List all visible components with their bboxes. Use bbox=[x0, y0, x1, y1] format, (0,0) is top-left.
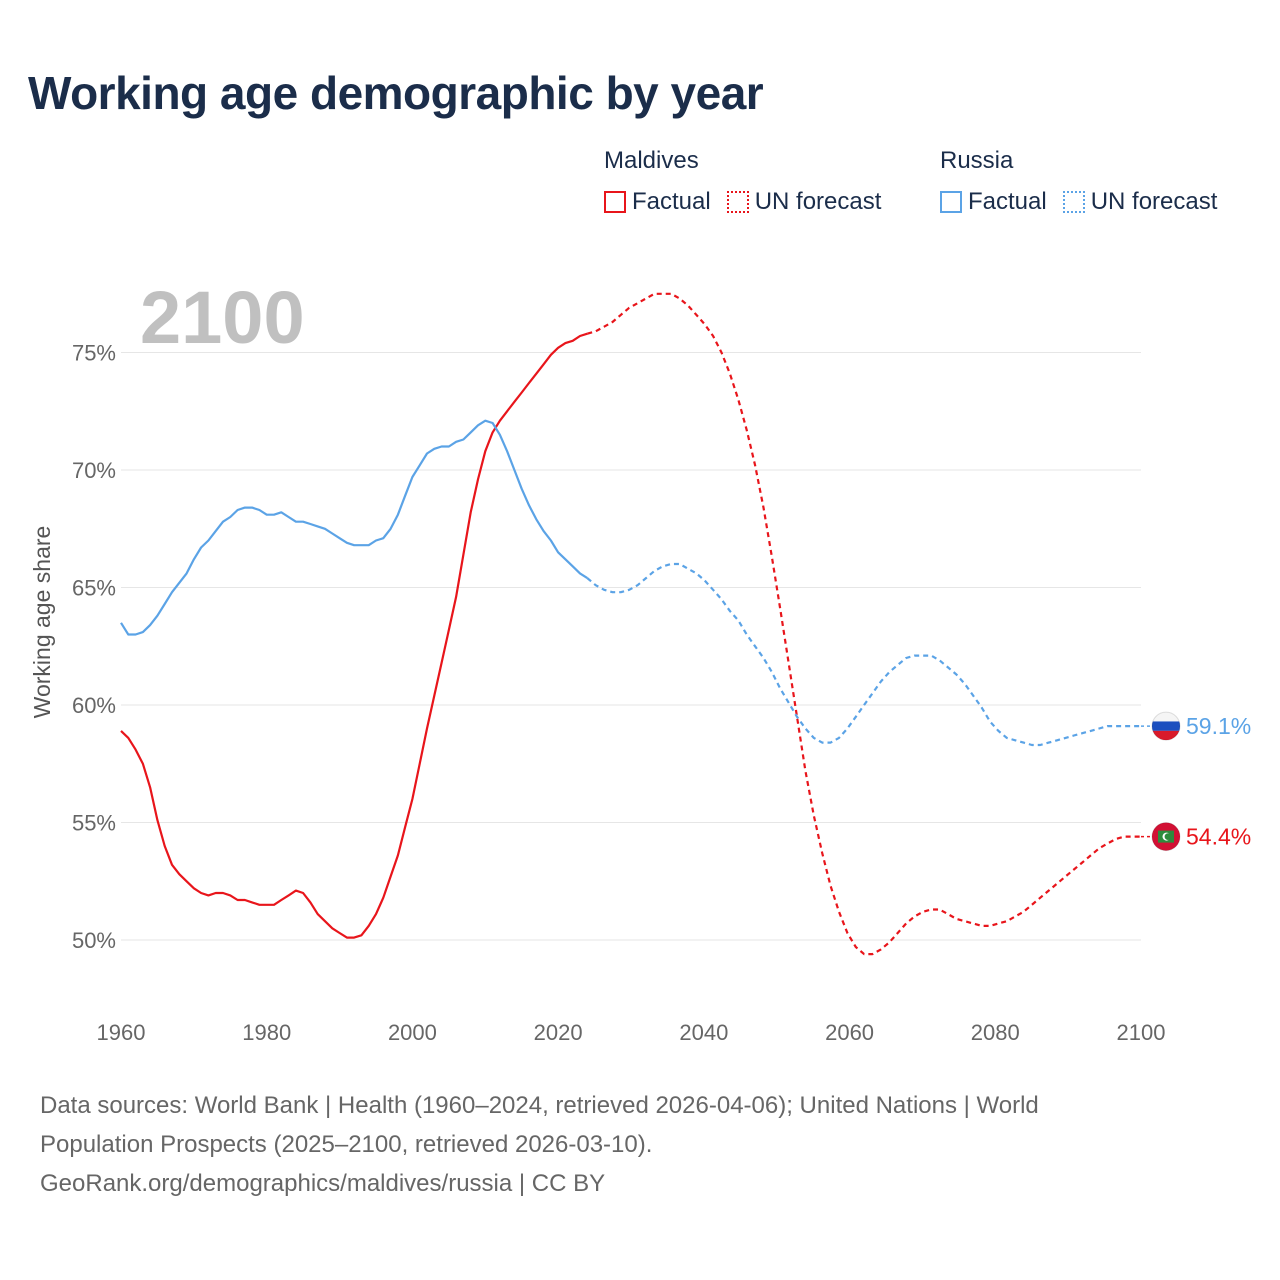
legend-russia-forecast-swatch bbox=[1062, 191, 1085, 213]
russia-flag-marker[interactable] bbox=[1151, 711, 1181, 741]
y-tick-label: 55% bbox=[72, 811, 116, 836]
x-tick-label: 1980 bbox=[242, 1020, 291, 1045]
footer-sources-line1: Data sources: World Bank | Health (1960–… bbox=[40, 1092, 1039, 1119]
legend-russia-forecast-label: UN forecast bbox=[1090, 188, 1218, 215]
x-tick-label: 2060 bbox=[825, 1020, 874, 1045]
y-tick-label: 65% bbox=[72, 576, 116, 601]
legend-russia-forecast[interactable]: UN forecast bbox=[1062, 188, 1218, 216]
legend-maldives-factual-label: Factual bbox=[632, 188, 711, 215]
year-watermark: 2100 bbox=[140, 276, 305, 359]
y-tick-label: 75% bbox=[72, 341, 116, 366]
legend-russia-factual-swatch bbox=[940, 191, 962, 213]
footer-link[interactable]: GeoRank.org/demographics/maldives/russia… bbox=[40, 1170, 606, 1197]
legend-maldives: Maldives Factual UN forecast bbox=[604, 146, 881, 216]
x-tick-label: 2100 bbox=[1117, 1020, 1166, 1045]
y-tick-label: 60% bbox=[72, 693, 116, 718]
legend-russia: Russia Factual UN forecast bbox=[940, 146, 1217, 216]
legend-russia-name: Russia bbox=[940, 147, 1014, 174]
y-tick-label: 70% bbox=[72, 458, 116, 483]
legend-russia-factual-label: Factual bbox=[968, 188, 1047, 215]
chart-title: Working age demographic by year bbox=[28, 67, 764, 119]
x-tick-label: 2080 bbox=[971, 1020, 1020, 1045]
legend-russia-factual[interactable]: Factual bbox=[940, 188, 1047, 216]
russia-end-value-label: 59.1% bbox=[1186, 713, 1251, 739]
maldives-forecast-line[interactable] bbox=[586, 292, 1141, 956]
legend-maldives-forecast-label: UN forecast bbox=[754, 188, 882, 215]
x-tick-label: 2020 bbox=[534, 1020, 583, 1045]
footer-sources-line2: Population Prospects (2025–2100, retriev… bbox=[40, 1131, 653, 1158]
russia-forecast-line[interactable] bbox=[586, 562, 1141, 747]
maldives-flag-marker[interactable] bbox=[1151, 822, 1181, 852]
legend-maldives-factual[interactable]: Factual bbox=[604, 188, 711, 216]
legend-maldives-forecast[interactable]: UN forecast bbox=[726, 188, 882, 216]
footer: Data sources: World Bank | Health (1960–… bbox=[40, 1086, 1240, 1203]
x-tick-label: 2000 bbox=[388, 1020, 437, 1045]
legend-maldives-forecast-swatch bbox=[726, 191, 749, 213]
x-tick-label: 1960 bbox=[97, 1020, 146, 1045]
maldives-factual-line[interactable] bbox=[120, 332, 588, 939]
x-tick-label: 2040 bbox=[679, 1020, 728, 1045]
legend-maldives-name: Maldives bbox=[604, 147, 699, 174]
legend-maldives-factual-swatch bbox=[604, 191, 626, 213]
y-axis-label: Working age share bbox=[29, 526, 55, 719]
y-tick-label: 50% bbox=[72, 928, 116, 953]
russia-factual-line[interactable] bbox=[120, 419, 588, 636]
maldives-end-value-label: 54.4% bbox=[1186, 824, 1251, 850]
